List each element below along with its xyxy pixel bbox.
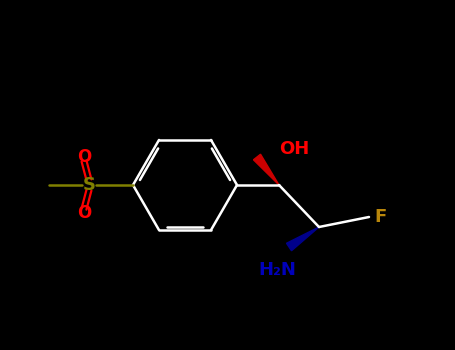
Text: H₂N: H₂N xyxy=(258,261,296,279)
Text: O: O xyxy=(77,204,91,222)
Text: F: F xyxy=(374,208,386,226)
Text: S: S xyxy=(82,176,96,194)
Text: OH: OH xyxy=(279,140,309,158)
Polygon shape xyxy=(253,154,279,185)
Polygon shape xyxy=(287,227,319,251)
Text: O: O xyxy=(77,148,91,166)
